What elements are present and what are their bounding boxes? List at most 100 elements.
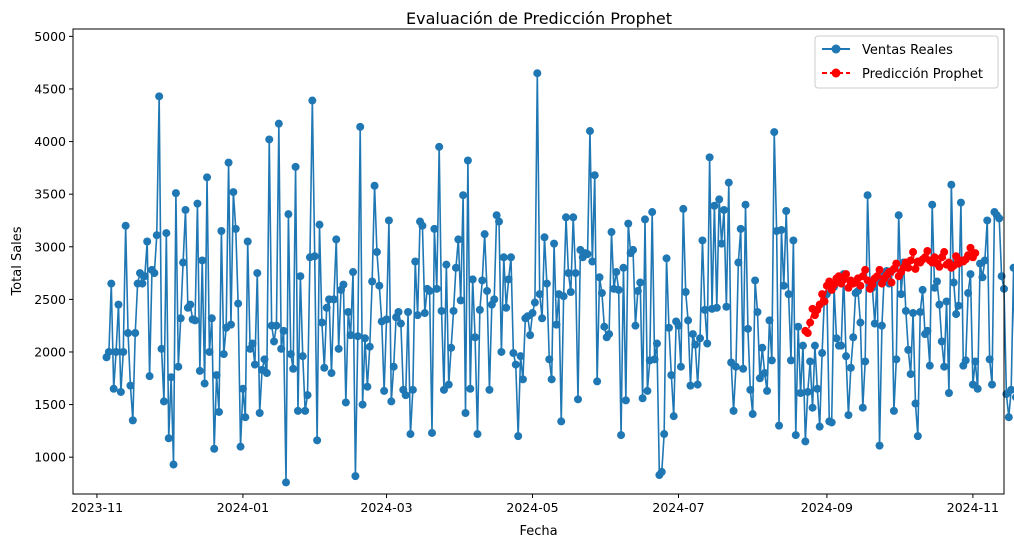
data-point (174, 362, 183, 371)
data-point (631, 321, 640, 330)
data-point (349, 268, 358, 277)
data-point (641, 215, 649, 224)
data-point (583, 250, 592, 259)
x-tick-label: 2024-03 (360, 500, 412, 515)
data-point (236, 442, 245, 451)
data-point (372, 248, 381, 257)
data-point (827, 418, 836, 427)
data-point (729, 406, 738, 415)
data-point (155, 92, 164, 101)
data-point (889, 406, 898, 415)
data-point (210, 444, 219, 453)
data-point (317, 318, 326, 327)
data-point (238, 384, 247, 393)
data-point (980, 256, 989, 265)
data-point (547, 375, 556, 384)
data-point (205, 347, 214, 356)
data-point (767, 356, 776, 365)
data-point (181, 205, 190, 214)
data-point (169, 460, 178, 469)
data-point (241, 413, 250, 422)
data-point (700, 305, 709, 314)
data-point (605, 330, 614, 339)
data-point (657, 467, 666, 476)
y-tick-label: 5000 (34, 29, 66, 44)
data-point (128, 416, 137, 425)
data-point (978, 273, 987, 282)
data-point (746, 385, 755, 394)
data-point (506, 253, 515, 262)
data-point (734, 258, 743, 267)
data-point (131, 329, 140, 338)
data-point (913, 432, 922, 441)
data-point (648, 208, 657, 217)
data-point (818, 290, 827, 299)
data-point (660, 430, 669, 439)
y-tick-label: 4500 (34, 81, 66, 96)
data-point (291, 162, 300, 171)
data-point (387, 397, 396, 406)
data-point (293, 406, 302, 415)
data-point (863, 191, 872, 200)
data-point (186, 300, 195, 309)
data-point (612, 268, 621, 277)
legend-marker-forecast (831, 68, 841, 78)
data-point (930, 253, 939, 262)
data-point (842, 352, 851, 361)
data-point (346, 331, 355, 340)
data-point (368, 277, 377, 286)
data-point (777, 225, 786, 234)
data-point (935, 262, 944, 271)
data-point (566, 288, 575, 297)
data-point (712, 303, 721, 312)
data-point (684, 316, 693, 325)
data-point (198, 256, 207, 265)
data-point (798, 341, 807, 350)
data-point (286, 350, 295, 359)
data-point (411, 257, 420, 266)
data-point (779, 281, 788, 290)
data-point (949, 278, 958, 287)
data-point (569, 213, 578, 222)
data-point (442, 260, 451, 269)
data-point (408, 385, 417, 394)
data-point (303, 391, 312, 400)
data-point (808, 403, 817, 412)
data-point (454, 235, 463, 244)
legend-label-forecast: Predicción Prophet (862, 67, 983, 82)
data-point (892, 259, 901, 268)
data-point (339, 280, 348, 289)
data-point (511, 360, 520, 369)
data-point (588, 257, 597, 266)
data-point (719, 205, 728, 214)
data-point (791, 431, 800, 440)
data-point (810, 341, 819, 350)
data-point (748, 410, 757, 419)
data-point (573, 395, 582, 404)
data-point (104, 347, 113, 356)
data-point (693, 380, 702, 389)
chart-title: Evaluación de Predicción Prophet (406, 9, 672, 28)
data-point (401, 391, 410, 400)
y-tick-label: 3500 (34, 187, 66, 202)
data-point (126, 381, 135, 390)
data-point (315, 220, 324, 229)
data-point (942, 297, 951, 306)
data-point (451, 263, 460, 272)
data-point (384, 216, 393, 225)
data-point (650, 355, 659, 364)
data-point (370, 181, 379, 190)
data-point (830, 280, 839, 289)
data-point (432, 284, 441, 293)
data-point (490, 295, 499, 304)
data-point (624, 219, 633, 228)
data-point (502, 303, 511, 312)
data-point (437, 306, 446, 315)
data-point (911, 264, 920, 273)
data-point (760, 369, 769, 378)
data-point (832, 334, 841, 343)
data-point (909, 248, 918, 257)
data-point (495, 217, 504, 226)
data-point (375, 281, 384, 290)
